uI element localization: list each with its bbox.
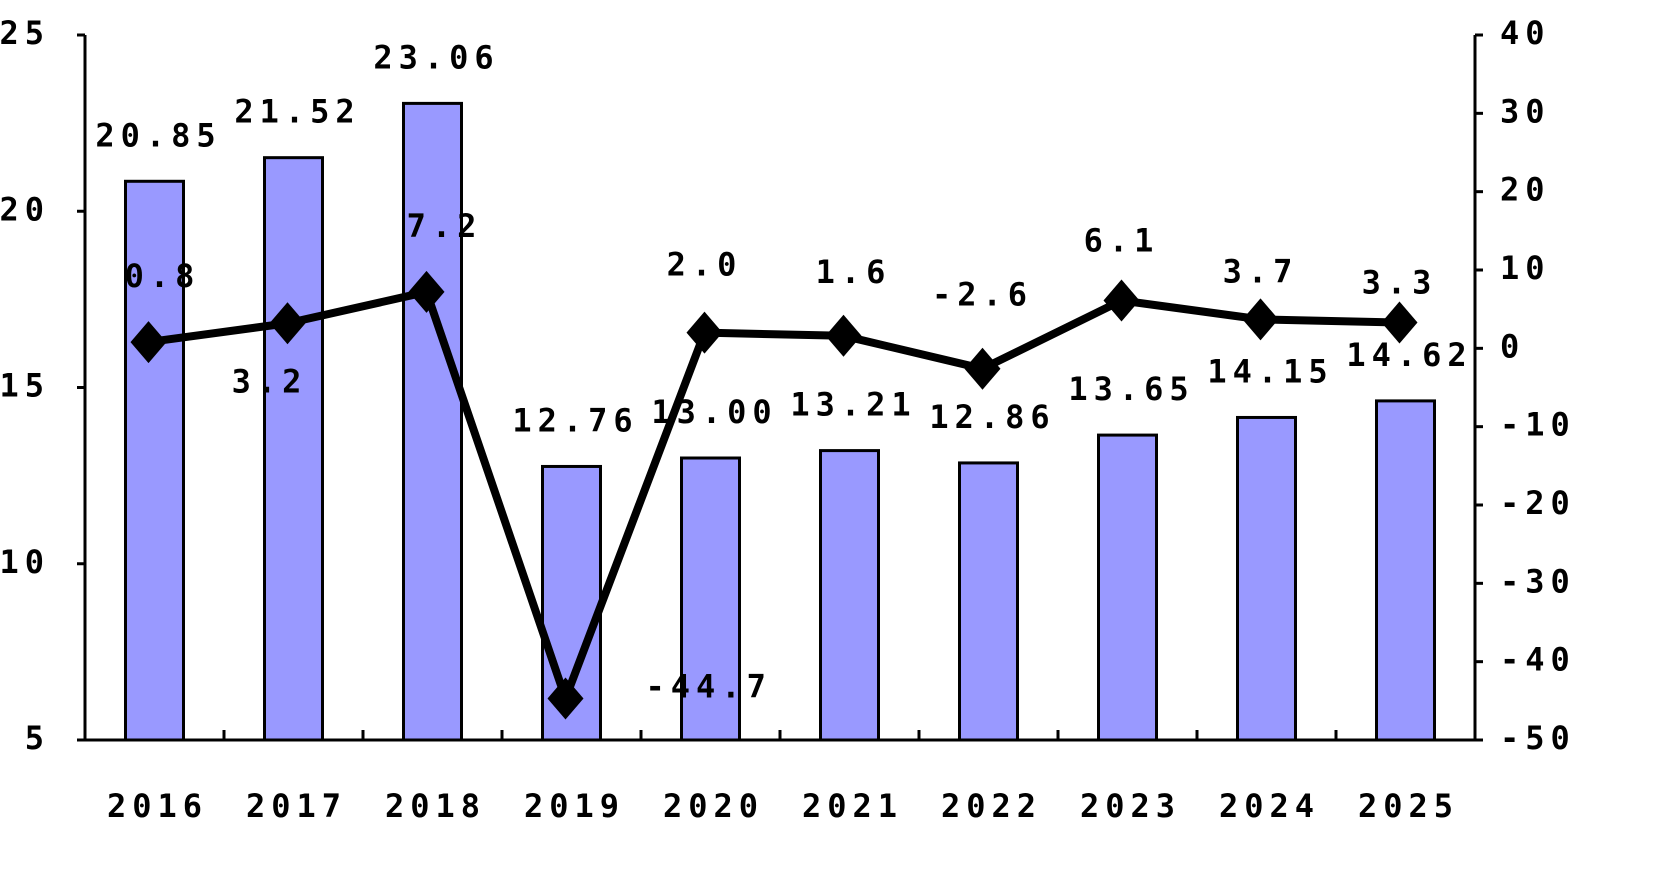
x-tick-label: 2017 <box>246 787 347 825</box>
line-marker <box>964 347 1001 390</box>
y2-tick-label: -20 <box>1500 484 1576 522</box>
line-value-label: 3.3 <box>1362 263 1438 301</box>
x-tick-label: 2016 <box>107 787 208 825</box>
y2-tick-label: 20 <box>1500 171 1551 209</box>
y-tick-label: 20 <box>0 190 50 228</box>
bar <box>1097 433 1158 742</box>
line-marker <box>1381 301 1418 344</box>
x-tick-label: 2023 <box>1080 787 1181 825</box>
bar <box>958 461 1019 742</box>
x-tick-label: 2025 <box>1358 787 1459 825</box>
line-value-label: 6.1 <box>1084 222 1160 260</box>
line-marker <box>686 311 723 354</box>
bar-value-label: 12.86 <box>929 398 1055 436</box>
bar-value-label: 13.65 <box>1068 370 1194 408</box>
y2-tick-label: -40 <box>1500 641 1576 679</box>
line-value-label: 7.2 <box>407 207 483 245</box>
bar <box>1236 415 1297 742</box>
x-tick-label: 2018 <box>385 787 486 825</box>
line-value-label: 1.6 <box>816 253 892 291</box>
line-marker <box>1242 298 1279 341</box>
y2-tick-label: -50 <box>1500 719 1576 757</box>
bar <box>819 449 880 742</box>
line-marker <box>269 302 306 345</box>
bar-value-label: 21.52 <box>234 93 360 131</box>
y2-tick-label: -30 <box>1500 562 1576 600</box>
bar <box>680 456 741 742</box>
bar <box>124 179 185 742</box>
bar-value-label: 14.15 <box>1207 352 1333 390</box>
y2-tick-label: 40 <box>1500 14 1551 52</box>
x-tick-label: 2019 <box>524 787 625 825</box>
x-tick-label: 2020 <box>663 787 764 825</box>
line-marker <box>1103 279 1140 322</box>
y2-tick-label: 0 <box>1500 327 1525 365</box>
bar-value-label: 12.76 <box>512 401 638 439</box>
x-tick-label: 2024 <box>1219 787 1320 825</box>
line <box>147 287 1400 703</box>
line-value-label: 3.7 <box>1223 252 1299 290</box>
bar <box>1375 399 1436 742</box>
y2-tick-label: -10 <box>1500 406 1576 444</box>
bar <box>402 101 463 742</box>
y-tick-label: 5 <box>25 719 50 757</box>
line-value-label: 3.2 <box>232 362 308 400</box>
y2-tick-label: 30 <box>1500 92 1551 130</box>
bar-value-label: 23.06 <box>373 38 499 76</box>
bar <box>263 156 324 742</box>
line-marker <box>825 314 862 357</box>
x-tick-label: 2021 <box>802 787 903 825</box>
y-tick-label: 25 <box>0 14 50 52</box>
line-value-label: 2.0 <box>667 246 743 284</box>
y-tick-label: 10 <box>0 543 50 581</box>
line-value-label: -44.7 <box>646 667 772 705</box>
x-tick-label: 2022 <box>941 787 1042 825</box>
line-value-label: 0.8 <box>125 257 201 295</box>
y-tick-label: 15 <box>0 367 50 405</box>
line-value-label: -2.6 <box>932 276 1033 314</box>
bar-value-label: 14.62 <box>1346 336 1472 374</box>
line-marker <box>130 321 167 364</box>
bar-value-label: 20.85 <box>95 116 221 154</box>
line-marker <box>547 677 584 720</box>
line-marker <box>408 270 445 313</box>
bar-value-label: 13.21 <box>790 386 916 424</box>
y2-tick-label: 10 <box>1500 249 1551 287</box>
